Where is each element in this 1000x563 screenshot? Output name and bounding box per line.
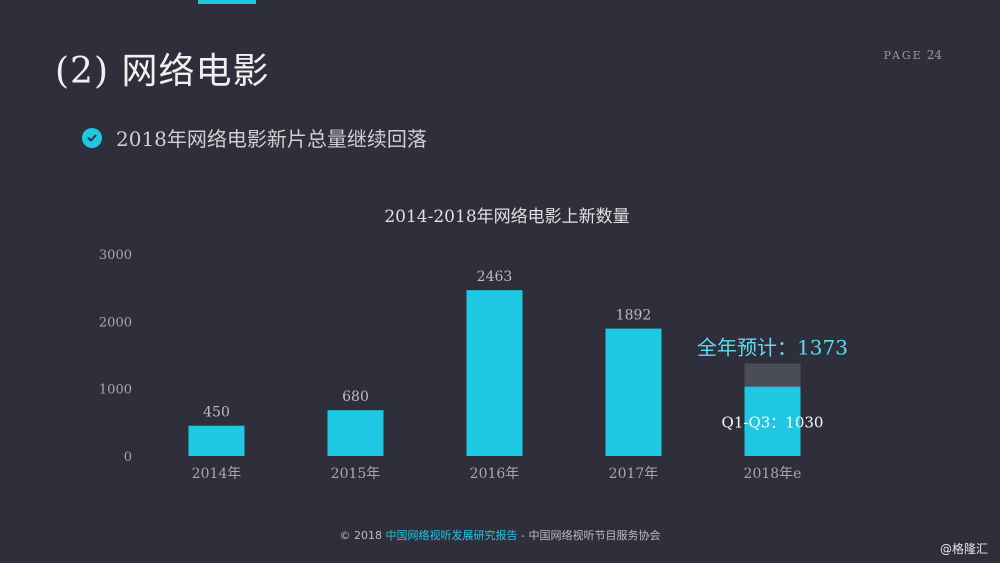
- bar-projected-segment: [744, 363, 801, 387]
- bars-group: [188, 290, 801, 456]
- footer-report-link[interactable]: 中国网络视听发展研究报告: [385, 529, 518, 542]
- y-tick-label: 0: [124, 450, 132, 465]
- top-accent-bar: [198, 0, 256, 4]
- y-tick-label: 1000: [99, 383, 132, 398]
- footer-suffix: - 中国网络视听节目服务协会: [517, 529, 661, 542]
- data-label: 1892: [616, 308, 652, 324]
- y-tick-label: 3000: [99, 248, 132, 263]
- x-tick-label: 2017年: [609, 466, 659, 482]
- data-labels: 450 680 2463 1892 全年预计：1373 Q1-Q3：1030: [203, 269, 848, 431]
- page-label: PAGE: [883, 49, 923, 62]
- chart-title: 2014-2018年网络电影上新数量: [384, 207, 629, 227]
- data-label: 450: [203, 405, 230, 421]
- x-tick-label: 2014年: [192, 466, 242, 482]
- bar: [327, 410, 384, 456]
- data-label: 680: [342, 389, 369, 405]
- bullet-text: 2018年网络电影新片总量继续回落: [116, 127, 427, 151]
- projected-label: 全年预计：1373: [697, 336, 848, 360]
- page-indicator: PAGE 24: [884, 48, 942, 62]
- footer: © 2018 中国网络视听发展研究报告 - 中国网络视听节目服务协会: [0, 527, 1000, 543]
- x-tick-label: 2016年: [470, 466, 520, 482]
- watermark: @格隆汇: [939, 542, 988, 556]
- y-axis: 0 1000 2000 3000: [99, 248, 132, 465]
- bar: [605, 328, 662, 456]
- y-tick-label: 2000: [99, 315, 132, 330]
- footer-prefix: © 2018: [339, 529, 386, 542]
- actual-label: Q1-Q3：1030: [722, 414, 824, 432]
- x-tick-label: 2015年: [331, 466, 381, 482]
- check-circle-icon: [82, 127, 102, 148]
- bar: [188, 425, 245, 456]
- data-label: 2463: [477, 269, 513, 285]
- x-axis: 2014年 2015年 2016年 2017年 2018年e: [192, 466, 802, 482]
- x-tick-label: 2018年e: [744, 466, 802, 482]
- page-title: (2) 网络电影: [55, 51, 270, 92]
- bar: [466, 290, 523, 456]
- page-number: 24: [926, 48, 942, 62]
- bar-actual-segment: [744, 386, 801, 456]
- bullet-point: 2018年网络电影新片总量继续回落: [82, 123, 427, 152]
